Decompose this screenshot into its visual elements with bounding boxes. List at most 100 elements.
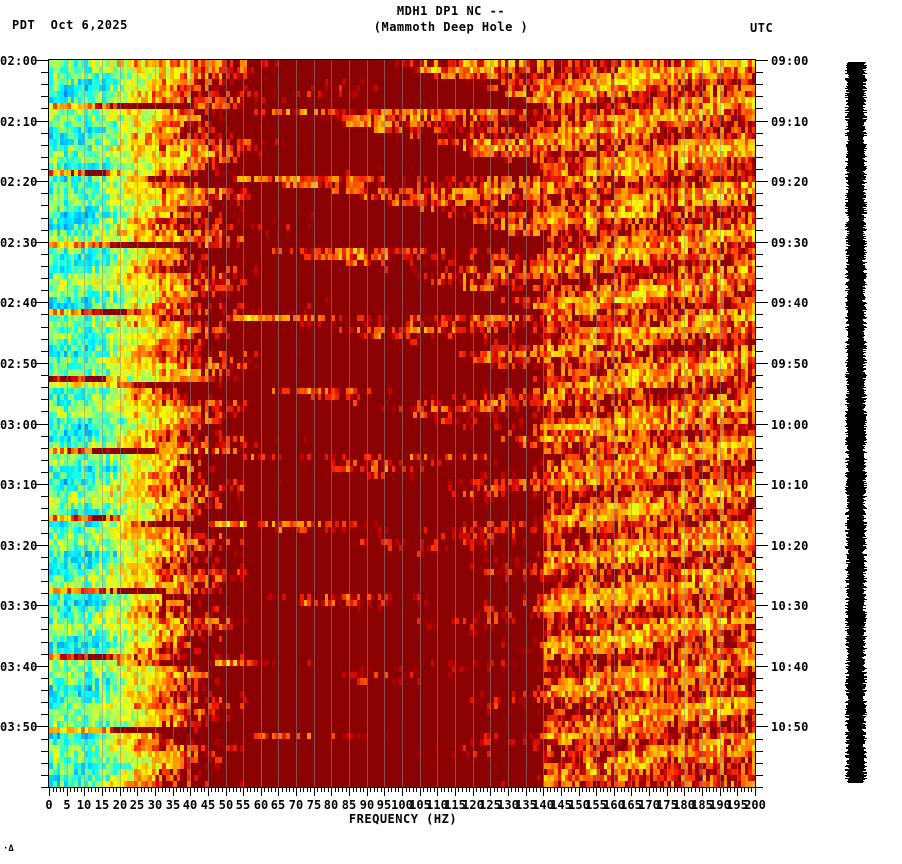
x-tick-minor: [398, 788, 399, 792]
y-tick-minor-right: [756, 327, 763, 328]
y-tick-major-left: [36, 60, 48, 61]
x-tick-minor: [289, 788, 290, 792]
y-label-right-utc: 10:20: [771, 539, 809, 553]
x-tick-major: [755, 788, 756, 796]
y-tick-minor-left: [41, 714, 48, 715]
y-tick-minor-left: [41, 751, 48, 752]
x-tick-minor: [550, 788, 551, 792]
y-tick-minor-right: [756, 617, 763, 618]
x-tick-minor: [250, 788, 251, 792]
x-tick-major: [684, 788, 685, 796]
y-tick-minor-left: [41, 96, 48, 97]
x-tick-minor: [730, 788, 731, 792]
x-tick-minor: [310, 788, 311, 792]
x-label-frequency: 180: [673, 798, 695, 812]
y-tick-minor-right: [756, 218, 763, 219]
x-tick-minor: [187, 788, 188, 792]
x-tick-minor: [416, 788, 417, 792]
y-tick-minor-right: [756, 460, 763, 461]
x-tick-minor: [571, 788, 572, 792]
x-label-frequency: 135: [515, 798, 537, 812]
x-tick-minor: [148, 788, 149, 792]
x-tick-minor: [423, 788, 424, 792]
y-tick-major-left: [36, 545, 48, 546]
x-tick-minor: [222, 788, 223, 792]
y-tick-minor-right: [756, 266, 763, 267]
x-tick-minor: [254, 788, 255, 792]
x-tick-minor: [113, 788, 114, 792]
y-tick-minor-left: [41, 157, 48, 158]
y-tick-minor-right: [756, 678, 763, 679]
y-label-left-pdt: 02:30: [0, 236, 38, 250]
x-label-frequency: 140: [532, 798, 554, 812]
y-label-right-utc: 10:00: [771, 418, 809, 432]
x-tick-minor: [727, 788, 728, 792]
x-tick-major: [102, 788, 103, 796]
x-tick-major: [614, 788, 615, 796]
y-tick-minor-right: [756, 230, 763, 231]
x-tick-minor: [501, 788, 502, 792]
x-tick-minor: [607, 788, 608, 792]
x-tick-minor: [497, 788, 498, 792]
y-tick-minor-left: [41, 533, 48, 534]
x-tick-minor: [194, 788, 195, 792]
y-tick-minor-right: [756, 472, 763, 473]
x-tick-minor: [88, 788, 89, 792]
x-tick-major: [367, 788, 368, 796]
x-label-frequency: 165: [620, 798, 642, 812]
spectrogram-canvas[interactable]: [49, 60, 755, 787]
y-tick-minor-right: [756, 557, 763, 558]
y-tick-minor-left: [41, 787, 48, 788]
x-tick-minor: [646, 788, 647, 792]
x-tick-minor: [377, 788, 378, 792]
y-label-left-pdt: 02:50: [0, 357, 38, 371]
x-axis-title: FREQUENCY (HZ): [348, 812, 458, 826]
y-label-right-utc: 09:30: [771, 236, 809, 250]
plot-frame-right: [755, 59, 756, 788]
y-tick-minor-right: [756, 751, 763, 752]
x-tick-minor: [158, 788, 159, 792]
y-tick-minor-left: [41, 472, 48, 473]
x-tick-minor: [518, 788, 519, 792]
x-tick-minor: [469, 788, 470, 792]
y-tick-minor-right: [756, 387, 763, 388]
y-label-right-utc: 09:40: [771, 296, 809, 310]
x-tick-minor: [229, 788, 230, 792]
y-tick-minor-left: [41, 230, 48, 231]
y-tick-minor-right: [756, 205, 763, 206]
x-tick-major: [561, 788, 562, 796]
y-tick-minor-left: [41, 629, 48, 630]
x-tick-minor: [183, 788, 184, 792]
x-label-frequency: 150: [568, 798, 590, 812]
y-tick-major-right: [756, 181, 768, 182]
y-tick-major-left: [36, 424, 48, 425]
x-tick-minor: [582, 788, 583, 792]
y-tick-minor-right: [756, 84, 763, 85]
x-tick-minor: [165, 788, 166, 792]
x-label-frequency: 110: [426, 798, 448, 812]
y-tick-minor-left: [41, 72, 48, 73]
x-tick-minor: [695, 788, 696, 792]
x-tick-minor: [434, 788, 435, 792]
y-tick-minor-right: [756, 629, 763, 630]
y-tick-minor-left: [41, 169, 48, 170]
x-tick-major: [437, 788, 438, 796]
x-label-frequency: 70: [288, 798, 304, 812]
y-tick-minor-right: [756, 278, 763, 279]
spectrogram-plot[interactable]: [49, 60, 755, 787]
x-tick-minor: [338, 788, 339, 792]
x-tick-minor: [293, 788, 294, 792]
x-tick-minor: [515, 788, 516, 792]
x-tick-minor: [589, 788, 590, 792]
y-tick-minor-right: [756, 581, 763, 582]
y-tick-minor-right: [756, 145, 763, 146]
y-tick-minor-right: [756, 436, 763, 437]
x-tick-minor: [363, 788, 364, 792]
x-tick-minor: [123, 788, 124, 792]
y-tick-minor-left: [41, 448, 48, 449]
x-tick-major: [526, 788, 527, 796]
y-tick-minor-right: [756, 72, 763, 73]
x-tick-minor: [568, 788, 569, 792]
x-tick-minor: [204, 788, 205, 792]
y-tick-minor-left: [41, 84, 48, 85]
